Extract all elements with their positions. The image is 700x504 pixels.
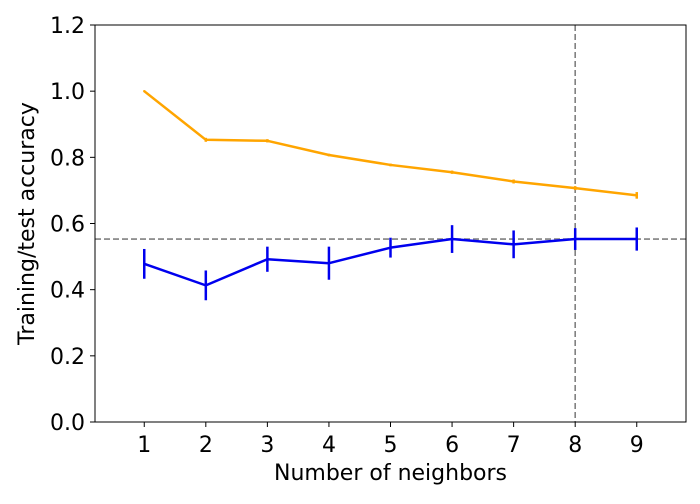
series-2-point	[450, 237, 454, 241]
plot-frame	[94, 24, 687, 423]
x-tick-label: 9	[630, 433, 644, 458]
series-1-point	[635, 194, 638, 197]
y-tick-label: 0.6	[50, 213, 85, 238]
series-1-point	[573, 186, 577, 190]
series-layer	[143, 89, 638, 301]
series-1-line	[143, 90, 637, 197]
y-tick-label: 0.4	[50, 279, 85, 304]
y-tick-label: 0.2	[50, 345, 85, 370]
series-2-point	[389, 246, 392, 249]
axis-ticks: 1 2 3 4 5 6 7 8 9 0.0 0.2 0.4 0.6 0.8 1.0 1.2	[50, 14, 644, 458]
y-axis-label: Training/test accuracy	[15, 102, 40, 346]
series-2-point	[266, 258, 269, 261]
x-tick-label: 6	[445, 433, 459, 458]
y-tick-label: 1.0	[50, 80, 85, 105]
reference-lines	[95, 25, 686, 422]
x-tick-label: 4	[322, 433, 336, 458]
y-tick-label: 0.8	[50, 146, 85, 171]
series-1-point	[327, 153, 331, 157]
series-1-point	[143, 89, 146, 93]
x-tick-label: 5	[384, 433, 398, 458]
x-axis-label: Number of neighbors	[274, 461, 507, 486]
x-tick-label: 1	[137, 433, 151, 458]
x-tick-label: 2	[199, 433, 213, 458]
series-2-point	[143, 262, 146, 266]
series-1-point	[450, 171, 454, 174]
series-1-point	[204, 138, 208, 141]
series-2-point	[512, 243, 515, 246]
x-tick-label: 8	[568, 433, 582, 458]
series-2-point	[635, 237, 638, 241]
series-2-point	[204, 284, 208, 287]
y-tick-label: 1.2	[50, 14, 85, 39]
series-2-point	[327, 262, 331, 265]
y-tick-label: 0.0	[50, 411, 85, 436]
series-2-point	[573, 237, 577, 241]
x-tick-label: 7	[507, 433, 521, 458]
series-1-point	[512, 180, 515, 183]
x-tick-label: 3	[260, 433, 274, 458]
series-2	[143, 225, 638, 301]
series-1-point	[389, 163, 392, 167]
series-1	[143, 89, 638, 199]
series-1-point	[266, 139, 269, 142]
